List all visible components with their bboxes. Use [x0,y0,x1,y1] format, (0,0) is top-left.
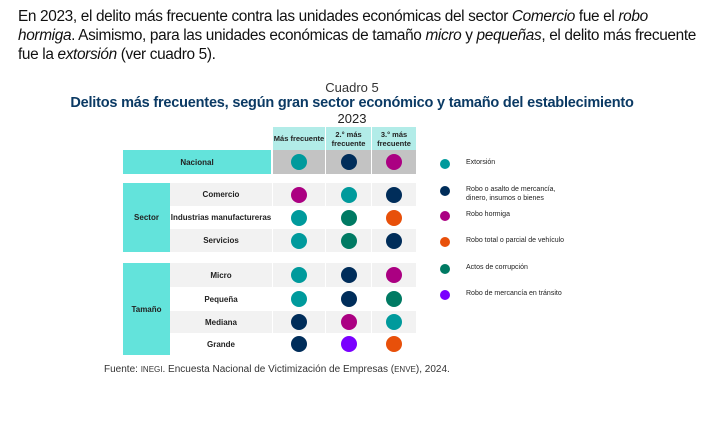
extorsion-dot-icon [291,209,307,226]
robo-vehiculo-dot-icon [386,336,402,352]
source-prefix: Fuente: [104,364,141,375]
robo-asalto-dot-icon [340,291,357,307]
emphasis-text: Comercio [511,8,575,25]
table-cell [372,311,416,333]
column-header: 3.° más frecuente [372,127,416,150]
emphasis-text: pequeñas [476,27,542,44]
robo-transito-dot-icon [340,336,357,352]
table-cell [326,229,371,252]
legend-label: Actos de corrupción [466,264,528,271]
table-cell [273,206,325,229]
table-cell [273,333,325,355]
legend-label: Extorsión [466,159,496,166]
group-label: Tamaño [123,263,170,355]
extorsion-dot-icon [291,154,307,170]
table-cell [372,263,416,287]
paragraph-text: . Asimismo, para las unidades económicas… [71,27,426,44]
robo-asalto-dot-icon [340,154,357,170]
emphasis-text: extorsión [57,46,117,63]
row-label: Mediana [170,311,272,333]
row-label-national: Nacional [123,150,271,174]
legend-label: Robo de mercancía en tránsito [466,290,562,297]
table-cell [273,263,325,287]
source-suffix: ), 2024. [415,364,450,375]
table-cell [326,206,371,229]
robo-hormiga-dot-icon [291,186,307,203]
table-cell [372,206,416,229]
table-label: Cuadro 5 [325,80,379,95]
robo-hormiga-dot-icon [386,267,402,283]
source-text: . Encuesta Nacional de Victimización de … [162,364,395,375]
table-cell [372,183,416,206]
robo-asalto-dot-icon [291,336,307,352]
group-label: Sector [123,183,170,252]
paragraph-text: fue el [574,8,619,25]
row-label: Comercio [170,183,272,206]
source-note: Fuente: INEGI. Encuesta Nacional de Vict… [104,364,450,375]
legend-label: Robo total o parcial de vehículo [466,237,565,244]
row-label: Pequeña [170,287,272,311]
table-cell [273,229,325,252]
robo-asalto-legend-icon [440,186,450,196]
table-cell [326,333,371,355]
paragraph-text: (ver cuadro 5). [116,46,216,63]
robo-vehiculo-legend-icon [440,237,450,247]
extorsion-dot-icon [291,232,307,249]
row-label: Micro [170,263,272,287]
table-title: Delitos más frecuentes, según gran secto… [70,95,634,111]
corrupcion-dot-icon [340,209,357,226]
table-cell [273,183,325,206]
column-header: Más frecuente [273,127,325,150]
row-label: Industrias manufactureras [170,206,272,229]
robo-asalto-dot-icon [386,186,402,203]
corrupcion-dot-icon [340,232,357,249]
extorsion-dot-icon [386,314,402,330]
table-cell [326,183,371,206]
column-header: 2.° más frecuente [326,127,371,150]
emphasis-text: micro [425,27,462,44]
table-cell [273,311,325,333]
row-label: Grande [170,333,272,355]
table-cell [273,287,325,311]
table-cell [326,150,371,174]
row-label: Servicios [170,229,272,252]
robo-asalto-dot-icon [340,267,357,283]
source-org: INEGI [140,365,163,374]
corrupcion-legend-icon [440,264,450,274]
robo-transito-legend-icon [440,290,450,300]
corrupcion-dot-icon [386,291,402,307]
table-cell [372,333,416,355]
intro-paragraph: En 2023, el delito más frecuente contra … [18,7,698,64]
extorsion-dot-icon [340,186,357,203]
table-year: 2023 [337,111,367,126]
table-cell [372,150,416,174]
robo-vehiculo-dot-icon [386,209,402,226]
paragraph-text: En 2023, el delito más frecuente contra … [18,8,512,25]
paragraph-text: y [461,27,477,44]
extorsion-legend-icon [440,159,450,169]
extorsion-dot-icon [291,291,307,307]
robo-hormiga-legend-icon [440,211,450,221]
table-cell [326,311,371,333]
source-abbr: ENVE [394,365,416,374]
table-cell [273,150,325,174]
paragraph-text: , el delito más frecuente fue la [18,27,696,63]
table-cell [326,263,371,287]
robo-asalto-dot-icon [291,314,307,330]
legend-label: Robo o asalto de mercancía, dinero, insu… [466,186,556,202]
legend-label: Robo hormiga [466,211,510,218]
robo-hormiga-dot-icon [386,154,402,170]
table-cell [372,287,416,311]
table-cell [326,287,371,311]
emphasis-text: robo hormiga [18,8,648,44]
robo-asalto-dot-icon [386,232,402,249]
table-cell [372,229,416,252]
robo-hormiga-dot-icon [340,314,357,330]
extorsion-dot-icon [291,267,307,283]
